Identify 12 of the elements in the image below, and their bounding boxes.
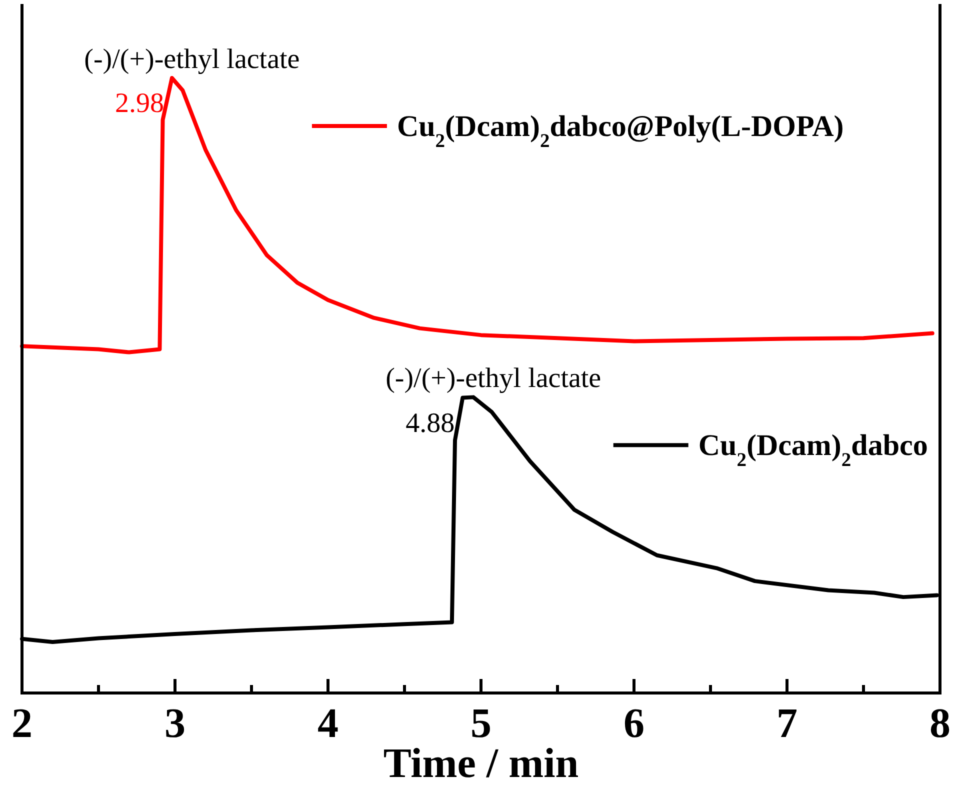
legend-label: Cu$_{2}$(Dcam)$_{2}$dabco bbox=[698, 429, 928, 471]
text: (-)/(+)-ethyl lactate bbox=[84, 44, 300, 75]
x-tick-label: 7 bbox=[776, 701, 798, 747]
x-tick-label: 6 bbox=[624, 701, 644, 747]
annotation: 4.88 bbox=[406, 408, 455, 439]
x-tick-label: 3 bbox=[164, 701, 186, 747]
legend-label: Cu$_{2}$(Dcam)$_{2}$dabco@Poly(L-DOPA) bbox=[396, 110, 844, 152]
x-tick-label: 8 bbox=[930, 701, 950, 747]
annotation: 2.98 bbox=[114, 88, 164, 119]
x-tick-label: 2 bbox=[12, 701, 32, 747]
annotation: (-)/(+)-ethyl lactate bbox=[386, 363, 602, 394]
x-tick-label: 4 bbox=[318, 701, 338, 747]
